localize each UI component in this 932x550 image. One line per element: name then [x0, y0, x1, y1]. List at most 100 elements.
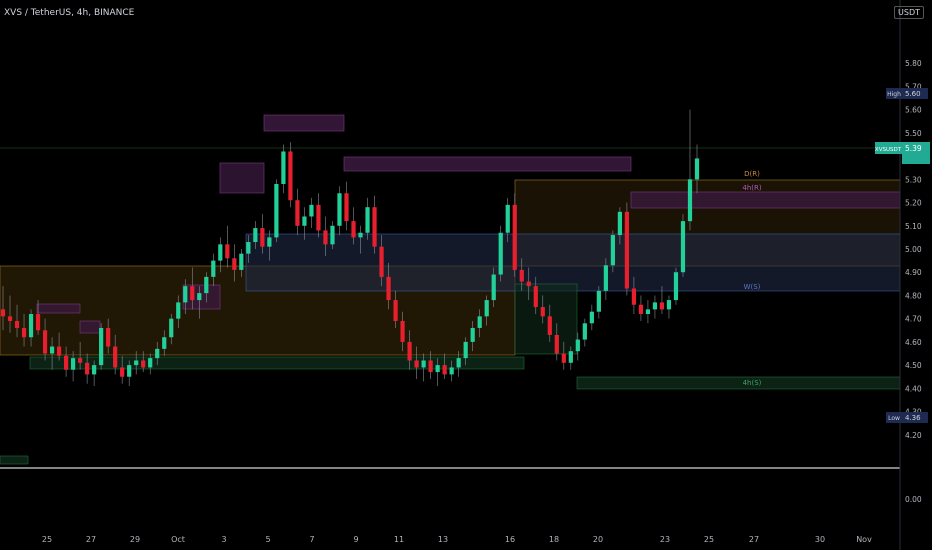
candle — [211, 253, 216, 287]
high-price-tag: High 5.60 — [886, 88, 928, 99]
candle-body — [554, 334, 559, 354]
candle-body — [28, 314, 34, 338]
candle-body — [70, 358, 76, 370]
candle — [316, 193, 321, 238]
zone-label-d-r: D(R) — [744, 170, 760, 178]
candle — [63, 346, 69, 377]
candle — [512, 193, 517, 277]
candle-body — [505, 204, 510, 233]
y-tick-label: 5.00 — [905, 245, 922, 254]
candle-body — [358, 232, 363, 238]
candle-body — [204, 276, 209, 294]
candle-body — [197, 293, 202, 301]
candle — [92, 360, 97, 387]
candle-body — [141, 360, 146, 368]
candle — [484, 295, 489, 326]
zone-blue — [245, 233, 901, 292]
candle-body — [610, 235, 615, 266]
candle — [302, 207, 307, 240]
candle — [400, 311, 405, 352]
y-tick-label: 5.70 — [905, 82, 922, 91]
candle-body — [14, 320, 20, 328]
candle — [519, 258, 524, 291]
candle — [21, 314, 27, 347]
candle-body — [512, 204, 517, 270]
candle — [225, 225, 230, 268]
zone-green-1 — [29, 356, 525, 370]
candle — [449, 360, 454, 382]
y-tick-label: 4.20 — [905, 431, 922, 440]
candle — [148, 353, 153, 375]
zone-purple-1 — [263, 114, 345, 132]
candle-body — [49, 346, 55, 354]
candle — [253, 221, 258, 249]
candle-body — [379, 246, 384, 277]
candle-body — [267, 237, 272, 247]
candle-body — [428, 360, 433, 373]
candle — [645, 300, 651, 324]
symbol-title[interactable]: XVS / TetherUS, 4h, BINANCE — [4, 8, 135, 18]
candle — [49, 337, 55, 370]
y-tick-label: 4.80 — [905, 291, 922, 300]
candle — [435, 358, 440, 387]
candle — [99, 323, 104, 370]
candle — [14, 304, 20, 338]
time-axis[interactable]: 25 27 29 Oct 3 5 7 9 11 13 16 18 20 23 25 27 30 Nov — [42, 535, 872, 544]
x-tick-label: 5 — [265, 535, 270, 544]
high-label: High — [887, 91, 901, 98]
candle-body — [274, 183, 279, 238]
support-resistance-zones — [0, 114, 901, 465]
candle — [351, 207, 356, 245]
candle-body — [533, 286, 538, 308]
y-tick-label: 5.10 — [905, 222, 922, 231]
candle-body — [183, 286, 188, 303]
candle — [596, 286, 601, 319]
y-tick-label: 5.60 — [905, 106, 922, 115]
candle — [603, 258, 608, 301]
candle — [526, 267, 531, 301]
candle-body — [484, 300, 489, 317]
candle — [456, 351, 461, 377]
candle-body — [35, 314, 41, 331]
candle — [7, 295, 13, 333]
price-axis[interactable]: 5.805.705.605.505.405.305.205.105.004.90… — [905, 59, 922, 440]
low-label: Low — [888, 415, 900, 422]
candle-body — [56, 346, 62, 356]
currency-button[interactable]: USDT — [894, 6, 924, 19]
candle — [176, 295, 181, 328]
candle-body — [666, 300, 672, 310]
candle — [295, 188, 300, 236]
low-price-tag: Low 4.36 — [886, 412, 928, 423]
candle — [330, 221, 335, 249]
candle-body — [526, 281, 531, 287]
candle — [680, 214, 686, 277]
candle — [127, 360, 132, 387]
zone-green-2 — [576, 376, 901, 390]
candle-body — [617, 211, 622, 236]
candle-body — [0, 309, 6, 317]
candle-body — [78, 358, 83, 363]
candle-body — [85, 362, 90, 375]
candle — [589, 304, 594, 331]
candle-body — [92, 365, 97, 375]
candle-body — [589, 311, 594, 324]
zone-label-4h-s: 4h(S) — [743, 379, 762, 387]
candle — [106, 318, 111, 354]
candle — [155, 341, 160, 366]
x-tick-label: 27 — [86, 535, 96, 544]
candle — [309, 197, 314, 229]
candle-body — [673, 272, 679, 301]
candle-body — [218, 244, 223, 261]
candle — [169, 314, 174, 345]
candle — [659, 286, 665, 315]
y-tick-label: 4.90 — [905, 268, 922, 277]
candle — [505, 197, 510, 243]
candle-body — [645, 309, 651, 315]
candle — [70, 351, 76, 382]
candle-body — [652, 302, 658, 310]
candle — [358, 225, 363, 254]
candle-body — [400, 320, 405, 342]
candle — [463, 337, 468, 366]
candle-body — [372, 207, 377, 247]
